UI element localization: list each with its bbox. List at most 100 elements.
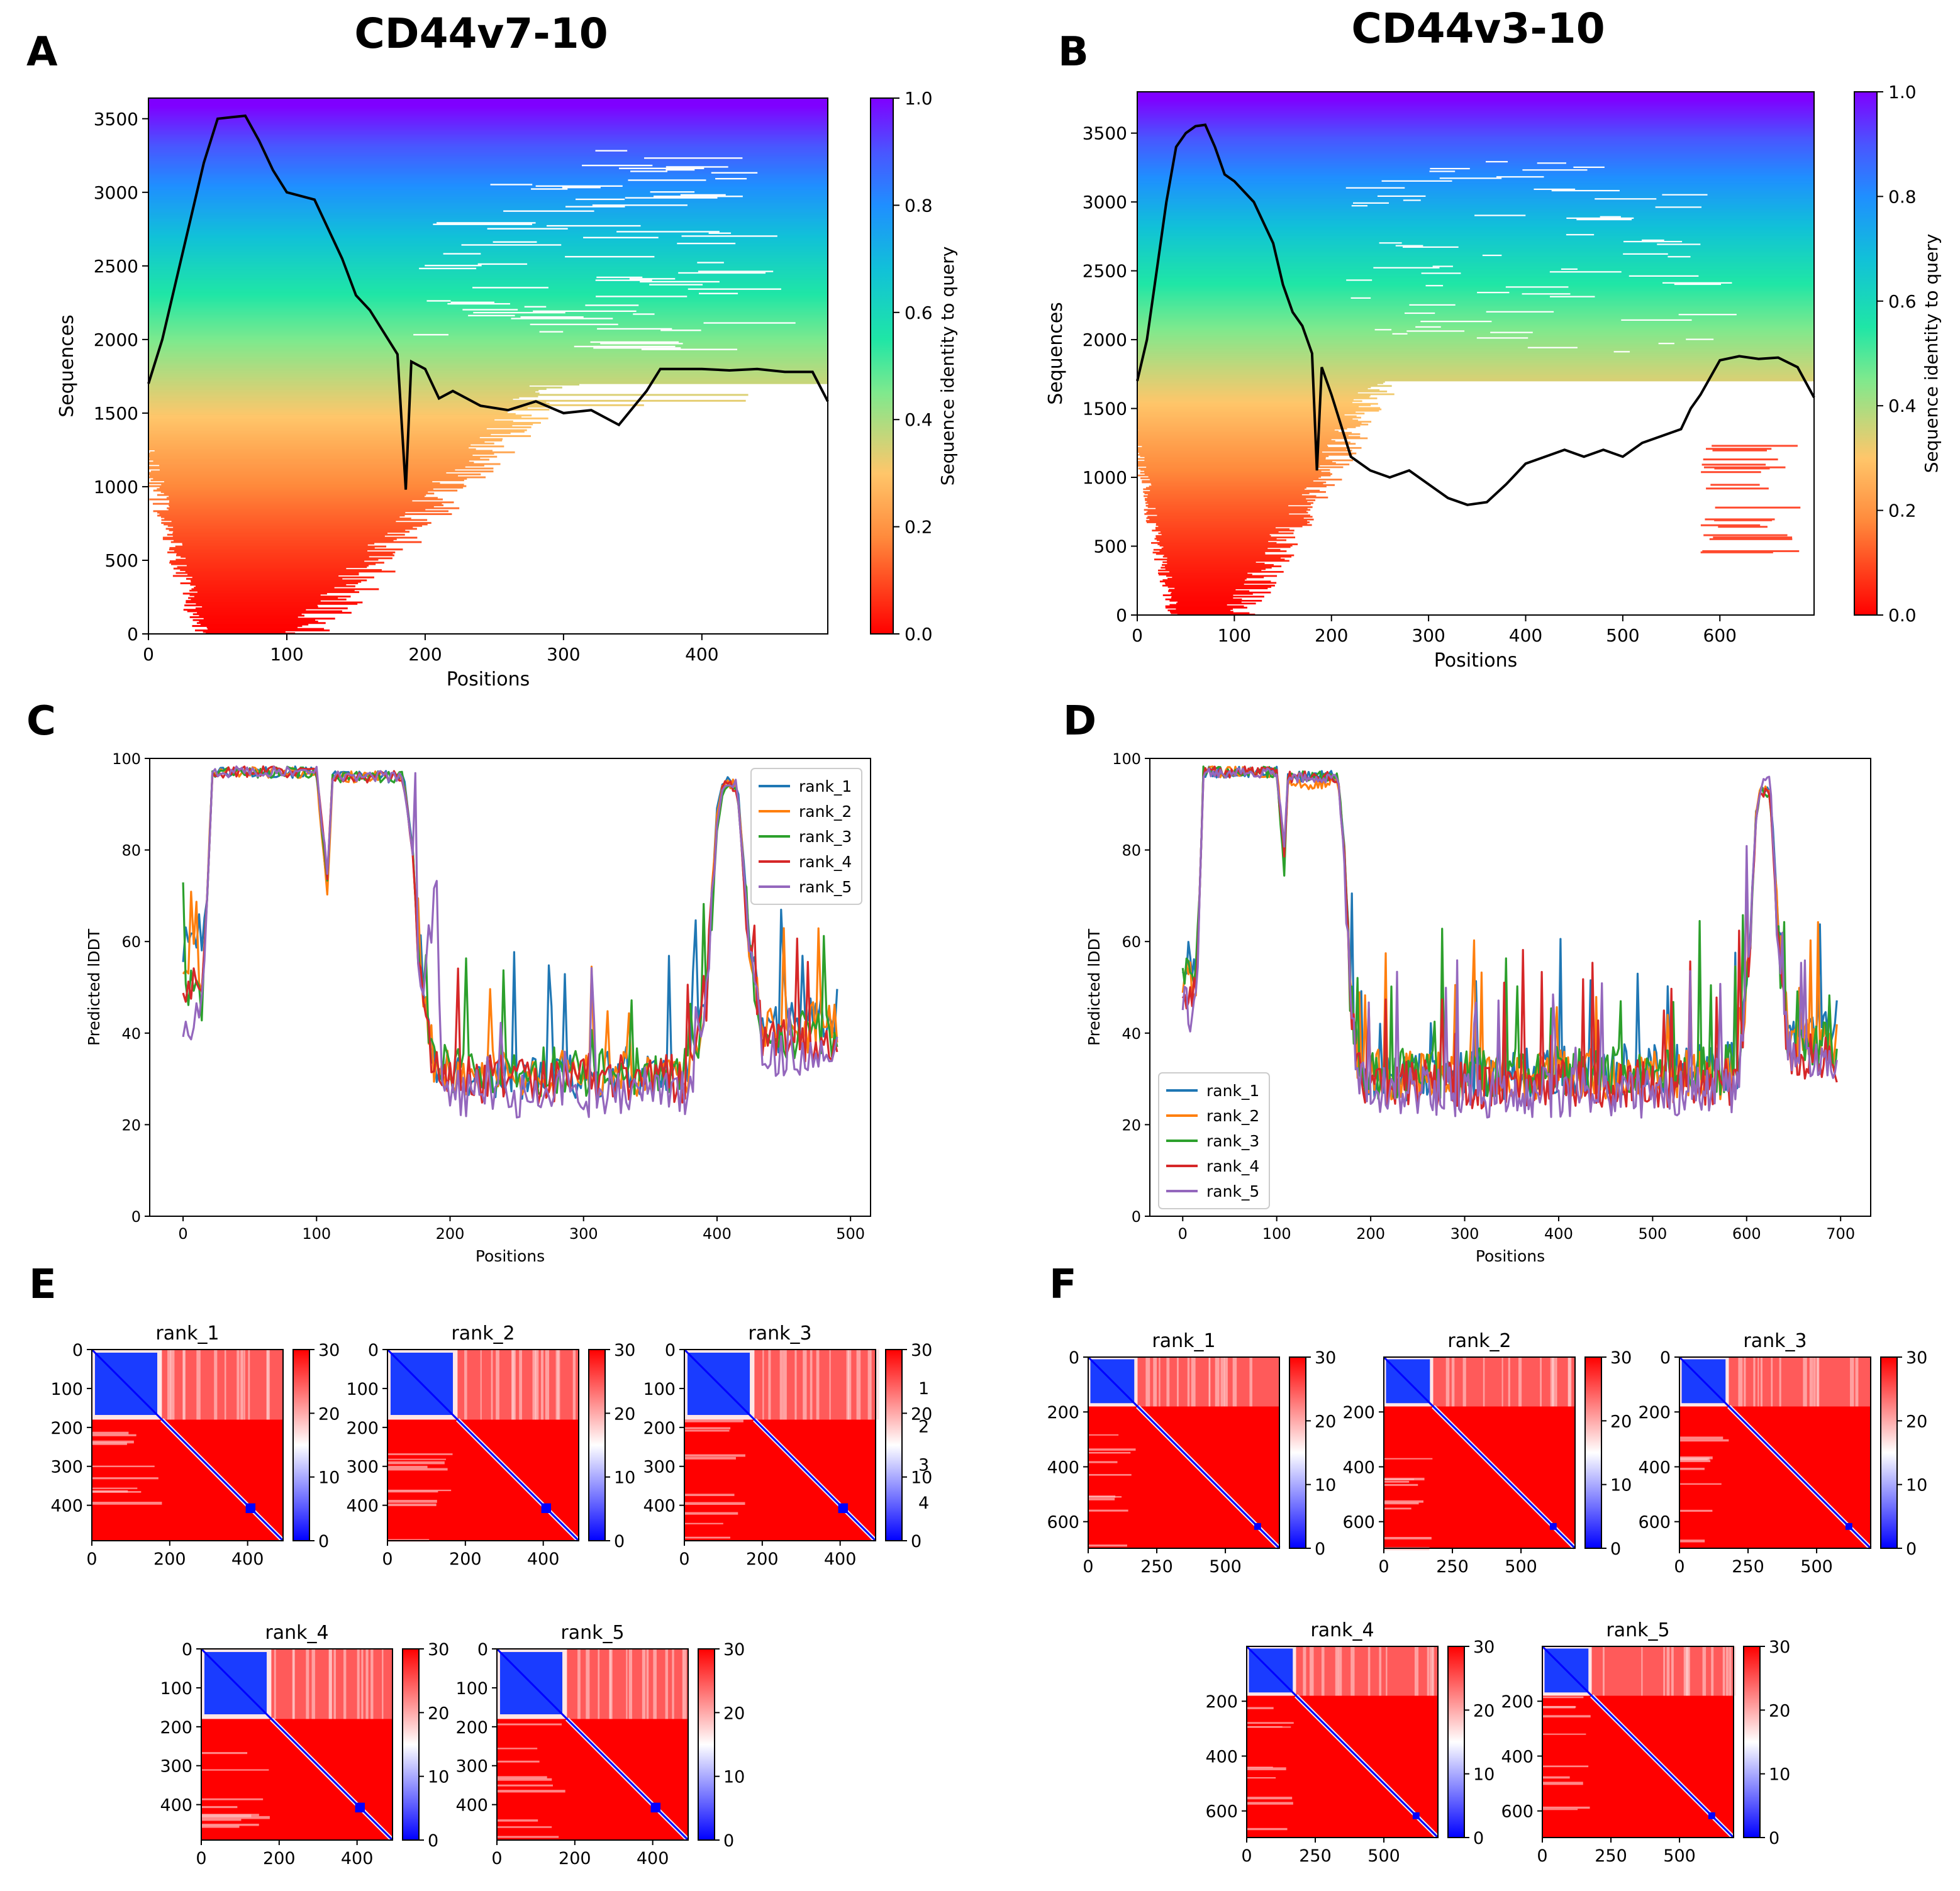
msa-row — [148, 161, 828, 164]
pae-streak — [1247, 1777, 1276, 1779]
pae-streak — [1760, 1357, 1763, 1407]
pae-streak — [1088, 1451, 1131, 1454]
msa-row — [161, 522, 432, 524]
x-tick-label: 250 — [1732, 1557, 1764, 1577]
pae-streak — [1176, 1357, 1179, 1407]
msa-row — [1164, 582, 1277, 584]
msa-row — [1143, 488, 1305, 491]
x-tick-label: 400 — [341, 1849, 374, 1868]
legend-label-rank_5: rank_5 — [799, 878, 852, 896]
msa-row — [148, 208, 828, 211]
msa-row — [148, 420, 513, 423]
colorbar-tick-label: 20 — [614, 1404, 635, 1424]
pae-streak — [497, 1826, 552, 1828]
msa-row — [1137, 255, 1814, 258]
msa-row — [1137, 197, 1814, 200]
msa-row — [148, 379, 828, 382]
msa-gap — [413, 333, 449, 336]
msa-row — [1137, 393, 1395, 396]
msa-row — [1137, 338, 1814, 340]
x-tick-label: 0 — [143, 644, 154, 665]
msa-gap — [575, 198, 625, 201]
msa-gap — [1623, 240, 1683, 243]
msa-row — [1137, 169, 1814, 171]
msa-row — [1137, 448, 1347, 450]
msa-gap — [1642, 239, 1664, 241]
pae-streak — [1729, 1646, 1732, 1696]
msa-row — [148, 180, 828, 183]
msa-row — [148, 121, 828, 124]
msa-row — [148, 136, 828, 138]
msa-row — [1137, 268, 1814, 270]
msa-row — [148, 211, 828, 214]
pae-title: rank_3 — [748, 1323, 811, 1345]
pae-streak — [387, 1461, 445, 1465]
msa-row — [1150, 541, 1277, 544]
series-line-rank_3 — [1181, 765, 1838, 1100]
msa-row — [148, 239, 828, 241]
msa-gap — [1576, 218, 1632, 221]
msa-row — [148, 321, 828, 324]
msa-row — [1169, 599, 1262, 602]
msa-row — [1137, 162, 1814, 164]
pae-title: rank_4 — [1310, 1619, 1374, 1641]
pae-diagonal — [1383, 1356, 1576, 1550]
colorbar-tick-label: 10 — [1610, 1476, 1632, 1495]
msa-gap — [1595, 197, 1657, 200]
msa-row — [1155, 528, 1290, 530]
msa-row — [1140, 477, 1319, 479]
msa-row — [1137, 402, 1378, 405]
msa-row — [148, 235, 828, 237]
msa-row — [148, 485, 467, 487]
x-tick-label: 200 — [449, 1550, 482, 1569]
msa-row — [148, 117, 828, 119]
msa-row — [1137, 116, 1814, 119]
pae-streak — [816, 1350, 820, 1420]
msa-gap — [630, 170, 667, 172]
pae-streak — [1088, 1434, 1119, 1436]
y-tick-label: 100 — [160, 1679, 192, 1699]
pae-streak — [1542, 1806, 1590, 1809]
msa-gap — [493, 241, 537, 243]
msa-row — [1137, 397, 1378, 399]
msa-row — [161, 484, 464, 486]
colorbar-tick-label: 10 — [911, 1468, 932, 1488]
msa-gap — [665, 165, 728, 168]
msa-row — [159, 464, 484, 467]
msa-gap — [1668, 255, 1691, 258]
y-tick-label: 400 — [50, 1497, 83, 1516]
msa-row — [1137, 277, 1814, 280]
msa-row — [148, 426, 532, 428]
msa-row — [1137, 196, 1814, 199]
msa-row — [1137, 240, 1814, 243]
pae-streak — [684, 1419, 743, 1422]
msa-row — [1137, 443, 1356, 445]
msa-row — [1159, 574, 1252, 576]
msa-gap — [1379, 241, 1402, 244]
msa-row — [1140, 472, 1330, 474]
msa-row — [1137, 407, 1381, 409]
legend-label-rank_4: rank_4 — [1206, 1157, 1259, 1175]
msa-row — [183, 609, 306, 611]
colorbar-tick-label: 0.6 — [1888, 291, 1917, 312]
msa-row — [148, 429, 527, 431]
pae-streak — [201, 1824, 259, 1826]
msa-row — [1137, 330, 1814, 332]
msa-row — [148, 198, 828, 201]
msa-row — [1176, 602, 1256, 605]
msa-row — [148, 397, 520, 399]
pae-streak — [1247, 1767, 1286, 1770]
x-tick-label: 250 — [1436, 1557, 1469, 1577]
msa-gap — [1352, 202, 1389, 204]
msa-row — [1137, 270, 1814, 273]
msa-row — [148, 233, 828, 236]
msa-row — [1137, 114, 1814, 116]
msa-row — [148, 173, 828, 175]
colorbar-tick-label: 0.8 — [1888, 186, 1917, 207]
pae-streak — [557, 1350, 560, 1420]
msa-row — [1137, 428, 1347, 430]
msa-row — [169, 500, 413, 502]
msa-row — [148, 149, 828, 152]
y-tick-label: 0 — [72, 1341, 83, 1360]
